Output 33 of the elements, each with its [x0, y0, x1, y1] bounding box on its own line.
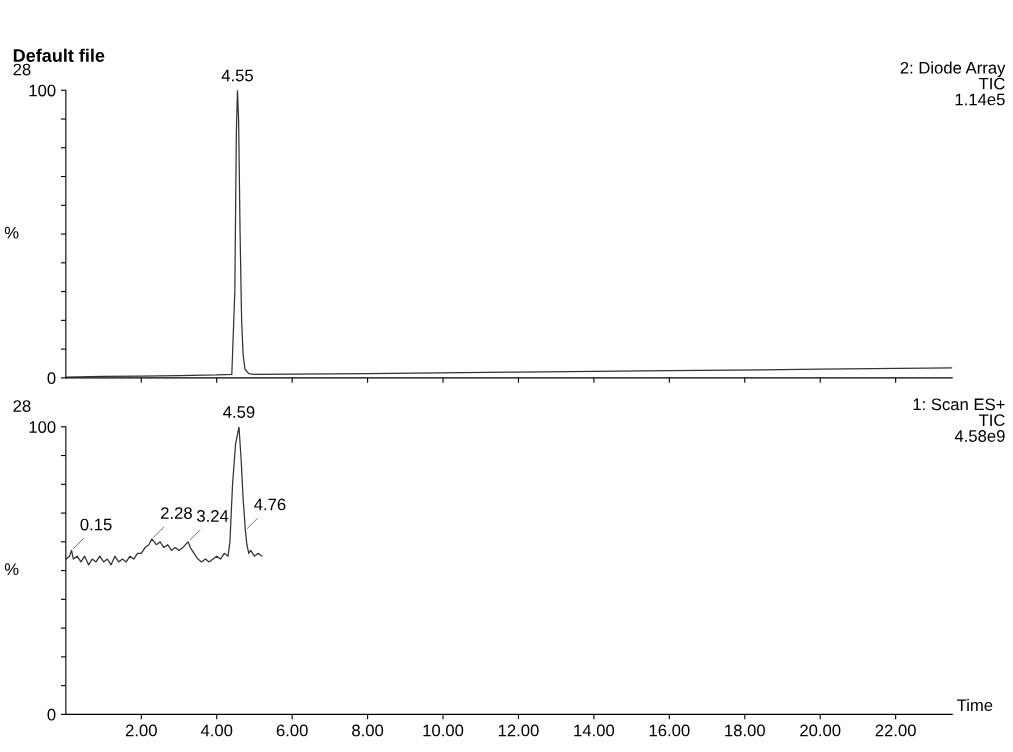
x-tick-label: 14.00 [574, 724, 615, 737]
x-tick-label: 2.00 [125, 724, 157, 737]
annotation: 4.55 [221, 69, 253, 82]
y-axis-title: % [4, 226, 19, 239]
text: TIC [978, 414, 1005, 427]
text: 4.58e9 [954, 430, 1005, 442]
x-tick-label: 10.00 [423, 724, 464, 737]
x-tick-label: 18.00 [725, 724, 765, 737]
y-tick-label: 0 [47, 372, 56, 385]
text: 1: Scan ES+ [913, 398, 1005, 411]
text: 1.14e5 [955, 93, 1005, 106]
annotation: 3.24 [197, 510, 229, 522]
x-tick-label: 8.00 [352, 724, 384, 737]
y-axis-title: % [4, 563, 19, 575]
x-tick-label: 16.00 [649, 724, 690, 737]
annotation: 2.28 [161, 507, 192, 519]
x-tick-label: 4.00 [200, 724, 233, 737]
annotation: 0.15 [80, 518, 112, 531]
chart-title: Default file [13, 48, 105, 62]
y-tick-label: 100 [29, 84, 56, 97]
annotation: 4.59 [223, 406, 255, 418]
text: 2: Diode Array [900, 61, 1006, 78]
y-tick-label: 0 [47, 708, 56, 721]
y-tick-label: 100 [29, 421, 56, 433]
text: 28 [13, 63, 31, 76]
x-tick-label: 6.00 [276, 724, 308, 737]
x-tick-label: 20.00 [800, 724, 841, 737]
text: 28 [13, 400, 31, 412]
x-tick-label: 22.00 [875, 724, 916, 737]
x-tick-label: 12.00 [498, 724, 539, 737]
x-axis-title: Time [957, 698, 993, 712]
annotation: 4.76 [254, 498, 286, 511]
text: TIC [978, 77, 1005, 90]
